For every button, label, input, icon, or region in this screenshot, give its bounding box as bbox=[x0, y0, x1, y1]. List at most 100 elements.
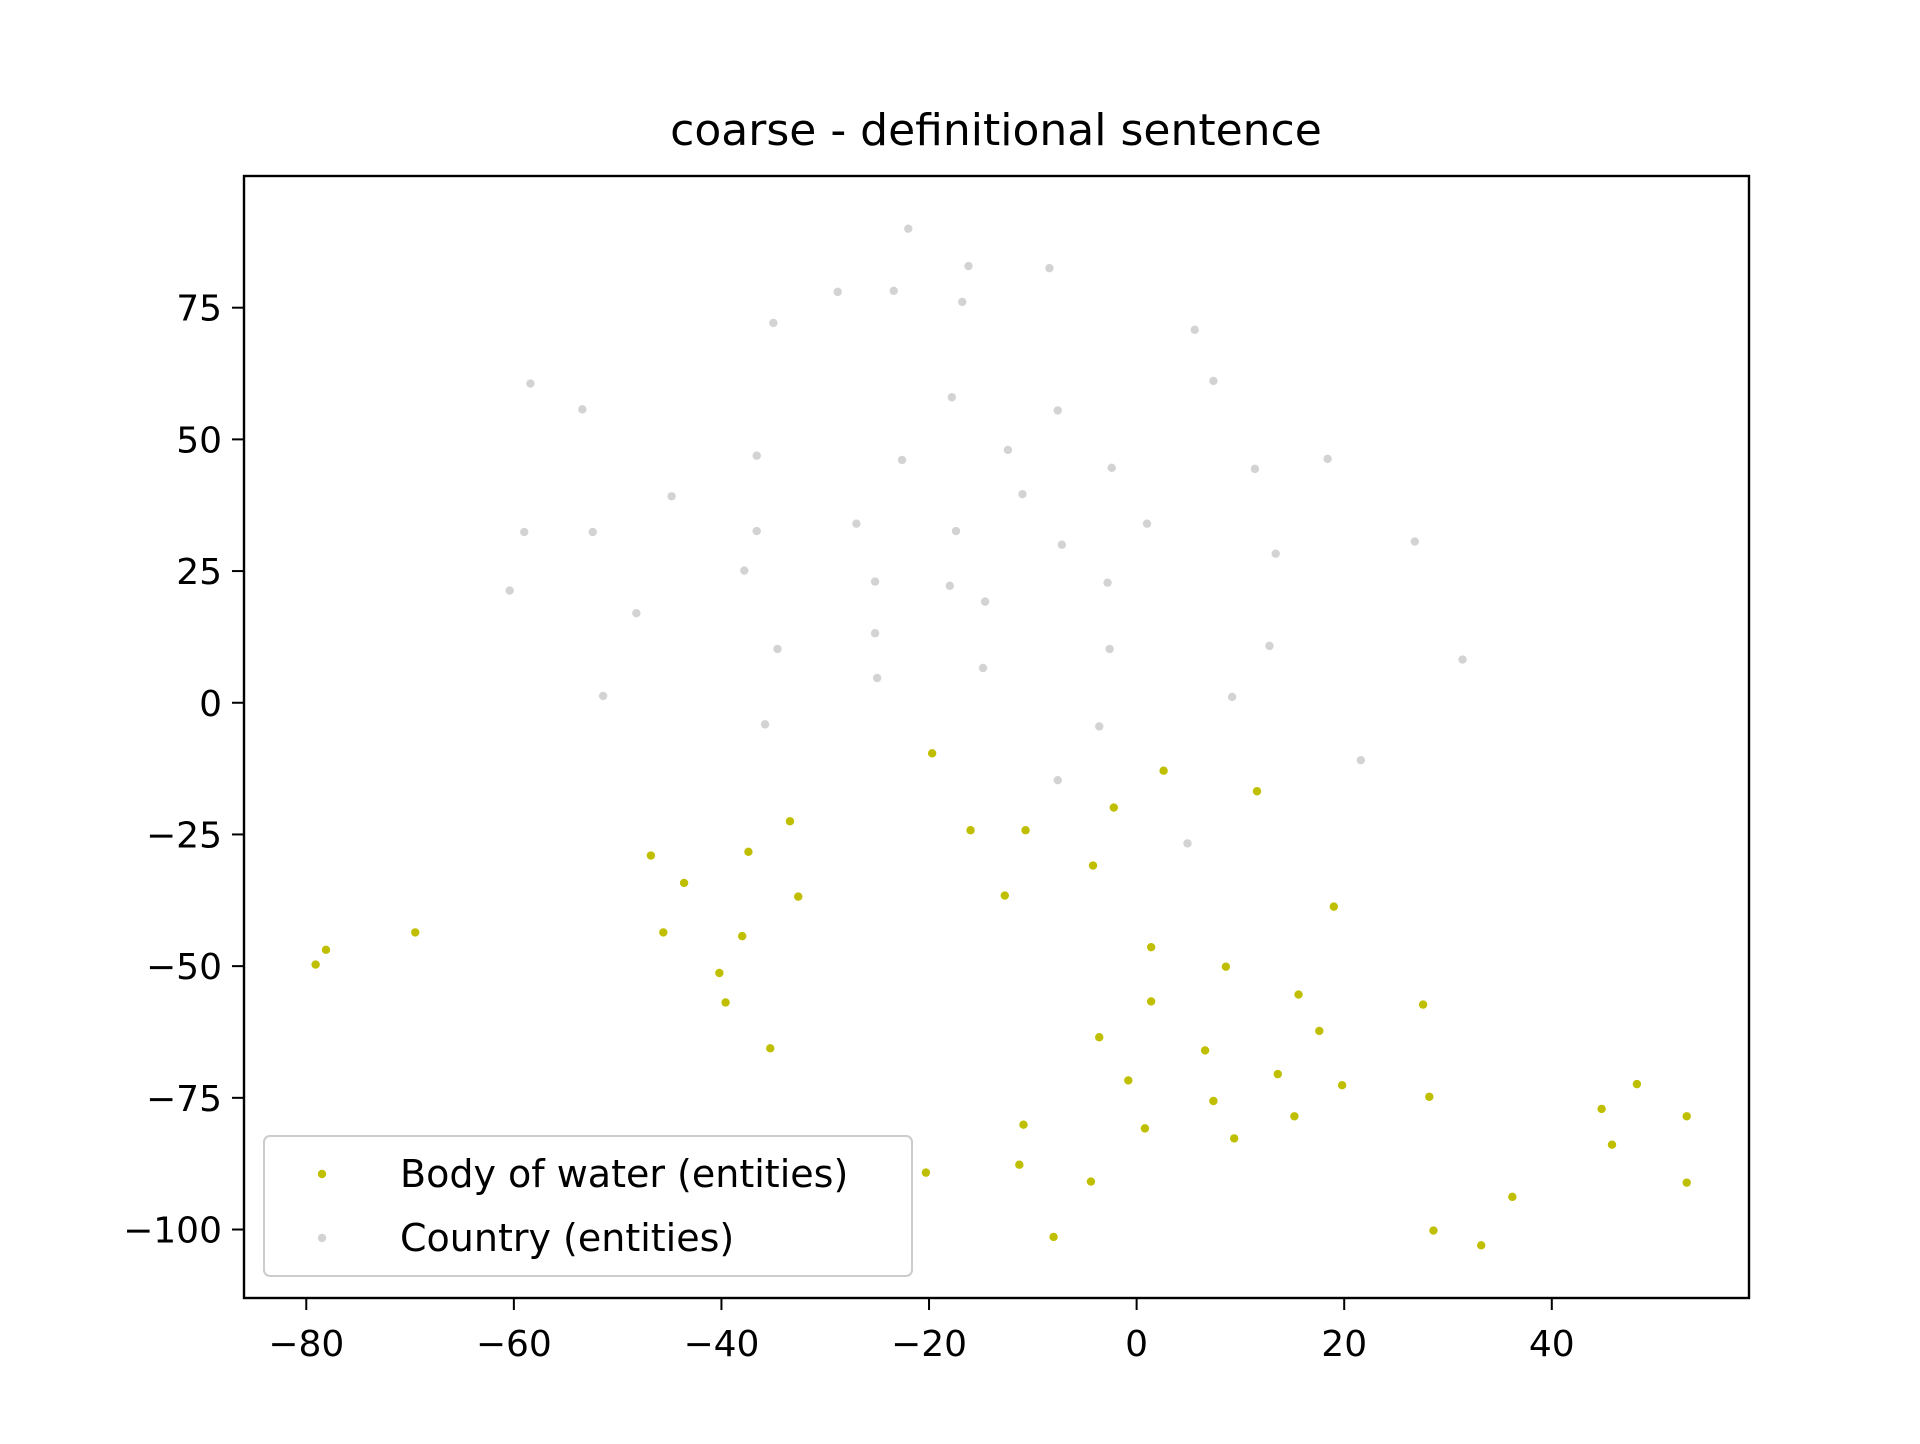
data-point bbox=[715, 968, 724, 978]
legend-label: Body of water (entities) bbox=[400, 1152, 848, 1196]
data-point bbox=[870, 577, 880, 586]
data-point bbox=[1429, 1226, 1438, 1235]
data-point bbox=[1323, 454, 1332, 464]
data-point bbox=[411, 928, 420, 937]
data-point bbox=[978, 663, 988, 673]
y-tick-label: 25 bbox=[176, 552, 222, 593]
data-point bbox=[904, 224, 913, 233]
data-point bbox=[773, 644, 782, 654]
data-point bbox=[1018, 489, 1027, 499]
x-tick-label: 40 bbox=[1529, 1324, 1575, 1365]
legend: Body of water (entities) Country (entitie… bbox=[263, 1135, 913, 1277]
data-point bbox=[769, 318, 778, 328]
y-tick-label: 50 bbox=[176, 420, 222, 461]
data-point bbox=[980, 597, 990, 606]
data-point bbox=[1209, 1096, 1218, 1106]
data-point bbox=[927, 749, 937, 758]
data-point bbox=[833, 287, 842, 297]
data-point bbox=[1290, 1112, 1299, 1121]
data-point bbox=[1271, 549, 1280, 558]
data-point bbox=[766, 1044, 775, 1053]
data-point bbox=[588, 527, 597, 537]
data-point bbox=[1597, 1104, 1606, 1114]
data-point bbox=[738, 931, 747, 941]
data-point bbox=[1105, 644, 1114, 654]
data-point bbox=[721, 998, 730, 1007]
data-point bbox=[1227, 692, 1237, 702]
y-axis: 75 50 25 0 −25 −50 −75 −100 bbox=[123, 289, 244, 1252]
data-point bbox=[872, 673, 882, 683]
data-point bbox=[852, 519, 861, 528]
data-point bbox=[1021, 826, 1030, 835]
data-point bbox=[1250, 464, 1260, 474]
data-point bbox=[889, 286, 898, 296]
y-tick-label: −50 bbox=[146, 947, 222, 988]
data-point bbox=[1053, 406, 1062, 415]
data-point bbox=[752, 451, 761, 460]
data-point bbox=[1209, 376, 1218, 386]
data-point bbox=[958, 297, 967, 307]
data-point bbox=[1229, 1134, 1239, 1143]
data-point bbox=[760, 720, 770, 729]
data-point bbox=[1107, 463, 1116, 473]
y-tick-label: −100 bbox=[123, 1211, 222, 1252]
data-point bbox=[1095, 1033, 1104, 1042]
data-point bbox=[520, 527, 529, 537]
data-point bbox=[1458, 655, 1467, 664]
y-tick-label: −25 bbox=[146, 815, 222, 856]
data-point bbox=[1057, 540, 1067, 549]
data-point bbox=[1252, 787, 1262, 796]
data-point bbox=[1142, 519, 1152, 528]
data-point bbox=[659, 928, 668, 937]
data-point bbox=[1273, 1069, 1282, 1079]
series-country bbox=[505, 224, 1467, 848]
data-point bbox=[947, 393, 957, 402]
data-point bbox=[897, 455, 907, 465]
data-point bbox=[1045, 263, 1054, 273]
data-point bbox=[505, 586, 514, 595]
data-point bbox=[1508, 1192, 1517, 1202]
data-point bbox=[1015, 1160, 1024, 1169]
data-point bbox=[667, 492, 676, 501]
data-point bbox=[1265, 641, 1274, 651]
x-tick-label: −80 bbox=[268, 1324, 344, 1365]
data-point bbox=[1607, 1140, 1617, 1149]
x-tick-label: 20 bbox=[1321, 1324, 1367, 1365]
data-point bbox=[321, 945, 331, 955]
data-point bbox=[1418, 1000, 1428, 1009]
legend-label: Country (entities) bbox=[400, 1216, 734, 1260]
data-point bbox=[870, 629, 880, 638]
legend-marker bbox=[317, 1233, 327, 1243]
legend-box bbox=[263, 1135, 913, 1277]
x-tick-label: −20 bbox=[891, 1324, 967, 1365]
y-tick-label: 0 bbox=[199, 684, 222, 725]
data-point bbox=[740, 566, 749, 575]
data-point bbox=[1221, 962, 1231, 971]
data-point bbox=[966, 826, 975, 835]
data-point bbox=[964, 261, 973, 271]
data-point bbox=[1086, 1177, 1096, 1186]
data-point bbox=[1140, 1124, 1150, 1133]
x-tick-label: 0 bbox=[1125, 1324, 1148, 1365]
x-axis: −80 −60 −40 −20 0 20 40 bbox=[268, 1298, 1575, 1365]
data-point bbox=[794, 892, 803, 901]
data-point bbox=[744, 847, 753, 857]
data-point bbox=[1356, 755, 1366, 765]
data-point bbox=[1682, 1112, 1691, 1121]
y-tick-label: −75 bbox=[146, 1079, 222, 1120]
data-point bbox=[1103, 578, 1112, 587]
data-point bbox=[1159, 766, 1168, 775]
data-point bbox=[598, 691, 608, 701]
data-point bbox=[1000, 891, 1010, 900]
plot-area-marks bbox=[311, 224, 1691, 1250]
data-point bbox=[679, 878, 689, 888]
data-point bbox=[1425, 1092, 1434, 1101]
data-point bbox=[1088, 861, 1098, 870]
data-point bbox=[526, 379, 535, 388]
data-point bbox=[1095, 722, 1104, 731]
data-point bbox=[578, 405, 587, 414]
plot-frame bbox=[242, 174, 1751, 1300]
y-tick-label: 75 bbox=[176, 289, 222, 330]
